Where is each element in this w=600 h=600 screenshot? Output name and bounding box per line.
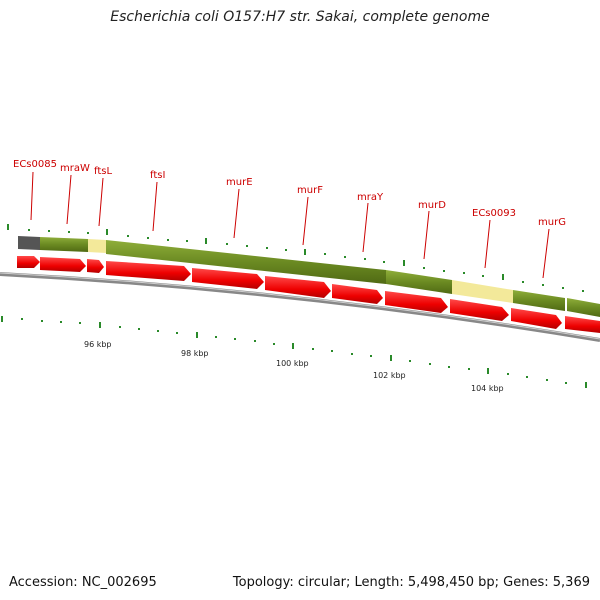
gene-label-ecs0085[interactable]: ECs0085 xyxy=(13,159,57,170)
gene-label-mure[interactable]: murE xyxy=(226,177,253,188)
cds-arrow[interactable] xyxy=(332,284,383,304)
gene-label-leaders xyxy=(30,171,550,279)
genome-summary-text: Topology: circular; Length: 5,498,450 bp… xyxy=(232,575,590,590)
lower-ticks xyxy=(1,316,587,388)
scale-label-102kbp: 102 kbp xyxy=(373,371,406,380)
scale-labels: 96 kbp 98 kbp 100 kbp 102 kbp 104 kbp xyxy=(84,340,504,393)
gene-feature-mraw[interactable] xyxy=(40,237,88,252)
cds-arrow[interactable] xyxy=(106,261,191,281)
genome-backbone-highlight xyxy=(0,272,600,340)
gene-label-ftsl[interactable]: ftsL xyxy=(94,166,112,177)
cds-arrow[interactable] xyxy=(40,257,86,272)
cds-arrow[interactable] xyxy=(385,291,448,313)
gene-feature-ecs0085[interactable] xyxy=(18,236,40,250)
cds-arrow[interactable] xyxy=(87,259,104,273)
cds-track[interactable] xyxy=(17,256,600,333)
gene-labels: ECs0085 mraW ftsL ftsI murE murF mraY mu… xyxy=(13,159,566,228)
cds-arrow[interactable] xyxy=(192,268,264,289)
accession-text: Accession: NC_002695 xyxy=(9,575,157,590)
gene-label-murf[interactable]: murF xyxy=(297,185,323,196)
gene-feature-segment-2[interactable] xyxy=(386,270,452,294)
gene-feature-ecs0093[interactable] xyxy=(452,280,513,303)
gene-feature-ftsl[interactable] xyxy=(88,239,106,253)
genome-backbone xyxy=(0,272,600,342)
gene-track[interactable] xyxy=(18,236,600,317)
gene-label-mray[interactable]: mraY xyxy=(357,192,384,203)
cds-arrow[interactable] xyxy=(265,276,331,298)
cds-arrow[interactable] xyxy=(17,256,40,268)
scale-label-100kbp: 100 kbp xyxy=(276,359,309,368)
scale-label-96kbp: 96 kbp xyxy=(84,340,112,349)
genome-title: Escherichia coli O157:H7 str. Sakai, com… xyxy=(110,9,490,25)
cds-arrow[interactable] xyxy=(565,316,600,333)
scale-label-98kbp: 98 kbp xyxy=(181,349,209,358)
upper-ticks xyxy=(7,224,584,292)
gene-feature-next[interactable] xyxy=(567,298,600,317)
gene-feature-ftsi-to-murd[interactable] xyxy=(106,240,386,284)
gene-label-mraw[interactable]: mraW xyxy=(60,163,90,174)
cds-arrow[interactable] xyxy=(511,308,562,329)
scale-label-104kbp: 104 kbp xyxy=(471,384,504,393)
gene-label-ecs0093[interactable]: ECs0093 xyxy=(472,208,516,219)
gene-label-murd[interactable]: murD xyxy=(418,200,446,211)
gene-label-ftsi[interactable]: ftsI xyxy=(150,170,165,181)
cds-arrow[interactable] xyxy=(450,299,509,321)
gene-label-murg[interactable]: murG xyxy=(538,217,566,228)
gene-feature-murg[interactable] xyxy=(513,290,565,311)
